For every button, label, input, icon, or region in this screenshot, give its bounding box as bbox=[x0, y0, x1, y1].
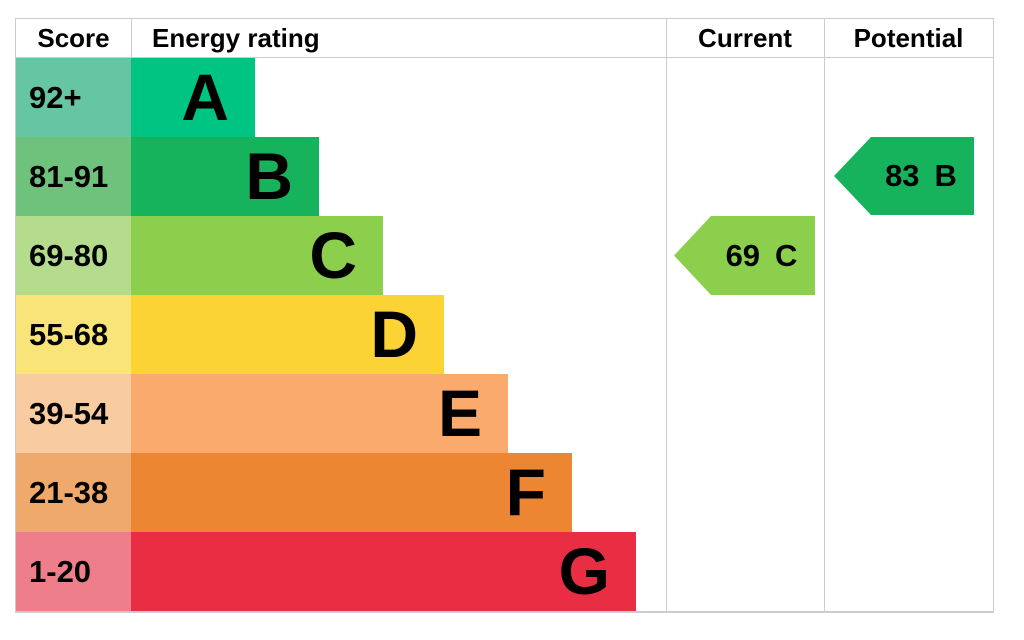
header-current: Current bbox=[698, 22, 792, 53]
rating-letter-a: A bbox=[181, 60, 229, 134]
current-rating-letter: C bbox=[775, 237, 798, 273]
rating-bar-e: E bbox=[131, 374, 508, 453]
epc-rating-chart: Score Energy rating Current Potential 92… bbox=[15, 18, 994, 613]
band-row-g: 1-20 G bbox=[16, 532, 993, 611]
band-row-f: 21-38 F bbox=[16, 453, 993, 532]
rating-letter-e: E bbox=[437, 376, 482, 450]
rating-bar-f: F bbox=[131, 453, 572, 532]
rating-letter-b: B bbox=[245, 139, 293, 213]
rating-bar-a: A bbox=[131, 58, 255, 137]
rating-bar-g: G bbox=[131, 532, 636, 611]
header-energy-rating: Energy rating bbox=[152, 22, 320, 53]
band-row-a: 92+ A bbox=[16, 58, 993, 137]
potential-column-divider bbox=[824, 19, 825, 611]
rating-bar-c: C bbox=[131, 216, 383, 295]
header-score: Score bbox=[16, 19, 132, 57]
rating-bar-b: B bbox=[131, 137, 319, 216]
score-range-c: 69-80 bbox=[16, 216, 131, 295]
rating-letter-c: C bbox=[309, 218, 357, 292]
rating-letter-d: D bbox=[370, 297, 418, 371]
potential-score-value: 83 bbox=[885, 158, 920, 193]
rating-letter-f: F bbox=[505, 455, 546, 529]
score-range-b: 81-91 bbox=[16, 137, 131, 216]
score-range-d: 55-68 bbox=[16, 295, 131, 374]
current-score-value: 69 bbox=[725, 237, 761, 273]
score-range-f: 21-38 bbox=[16, 453, 131, 532]
band-row-e: 39-54 E bbox=[16, 374, 993, 453]
band-row-c: 69-80 C bbox=[16, 216, 993, 295]
potential-rating-letter: B bbox=[934, 158, 957, 193]
band-row-d: 55-68 D bbox=[16, 295, 993, 374]
rating-bar-d: D bbox=[131, 295, 444, 374]
chart-header-row: Score Energy rating Current Potential bbox=[16, 19, 993, 58]
score-range-e: 39-54 bbox=[16, 374, 131, 453]
band-row-b: 81-91 B bbox=[16, 137, 993, 216]
rating-letter-g: G bbox=[558, 534, 610, 608]
score-range-g: 1-20 bbox=[16, 532, 131, 611]
band-rows: 92+ A 81-91 B 69-80 C 55-68 D bbox=[16, 58, 993, 611]
score-range-a: 92+ bbox=[16, 58, 131, 137]
header-potential: Potential bbox=[853, 22, 964, 53]
current-column-divider bbox=[666, 19, 667, 611]
